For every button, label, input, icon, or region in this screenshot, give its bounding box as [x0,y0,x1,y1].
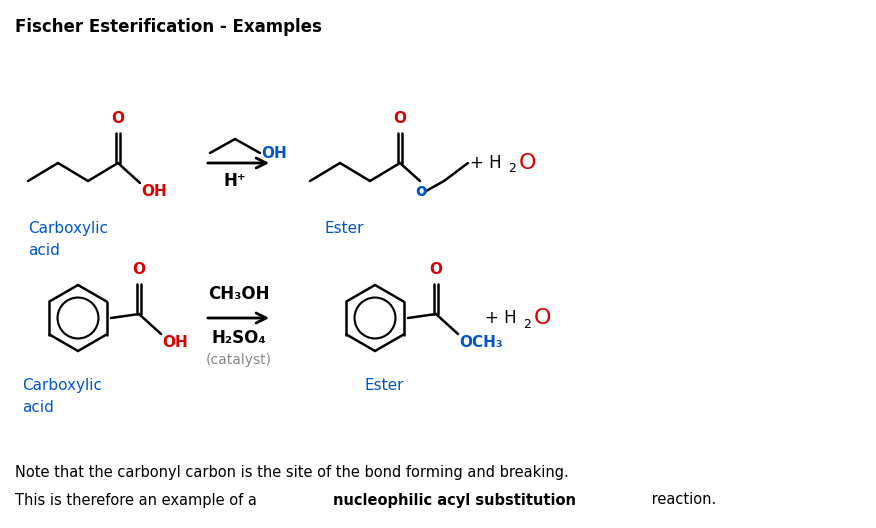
Text: 2: 2 [523,317,531,331]
Text: Ester: Ester [325,221,364,236]
Text: This is therefore an example of a: This is therefore an example of a [15,493,262,507]
Text: Ester: Ester [365,378,405,393]
Text: nucleophilic acyl substitution: nucleophilic acyl substitution [333,493,576,507]
Text: Fischer Esterification - Examples: Fischer Esterification - Examples [15,18,321,36]
Text: OH: OH [141,184,166,199]
Text: Carboxylic: Carboxylic [22,378,102,393]
Text: CH₃OH: CH₃OH [208,285,269,303]
Text: Note that the carbonyl carbon is the site of the bond forming and breaking.: Note that the carbonyl carbon is the sit… [15,466,569,480]
Text: OCH₃: OCH₃ [459,335,503,350]
Text: O: O [519,153,536,173]
Text: H⁺: H⁺ [223,172,246,190]
Text: O: O [429,262,442,277]
Text: OH: OH [162,335,187,350]
Text: O: O [132,262,145,277]
Text: + H: + H [485,309,517,327]
Text: Carboxylic: Carboxylic [28,221,108,236]
Text: acid: acid [22,400,54,415]
Text: + H: + H [470,154,502,172]
Text: O: O [393,111,406,126]
Text: reaction.: reaction. [646,493,716,507]
Text: (catalyst): (catalyst) [206,353,272,367]
Text: 2: 2 [508,163,516,175]
Text: H₂SO₄: H₂SO₄ [211,329,266,347]
Text: O: O [111,111,124,126]
Text: O: O [534,308,552,328]
Text: acid: acid [28,243,60,258]
Text: o: o [415,182,427,200]
Text: OH: OH [261,146,286,161]
